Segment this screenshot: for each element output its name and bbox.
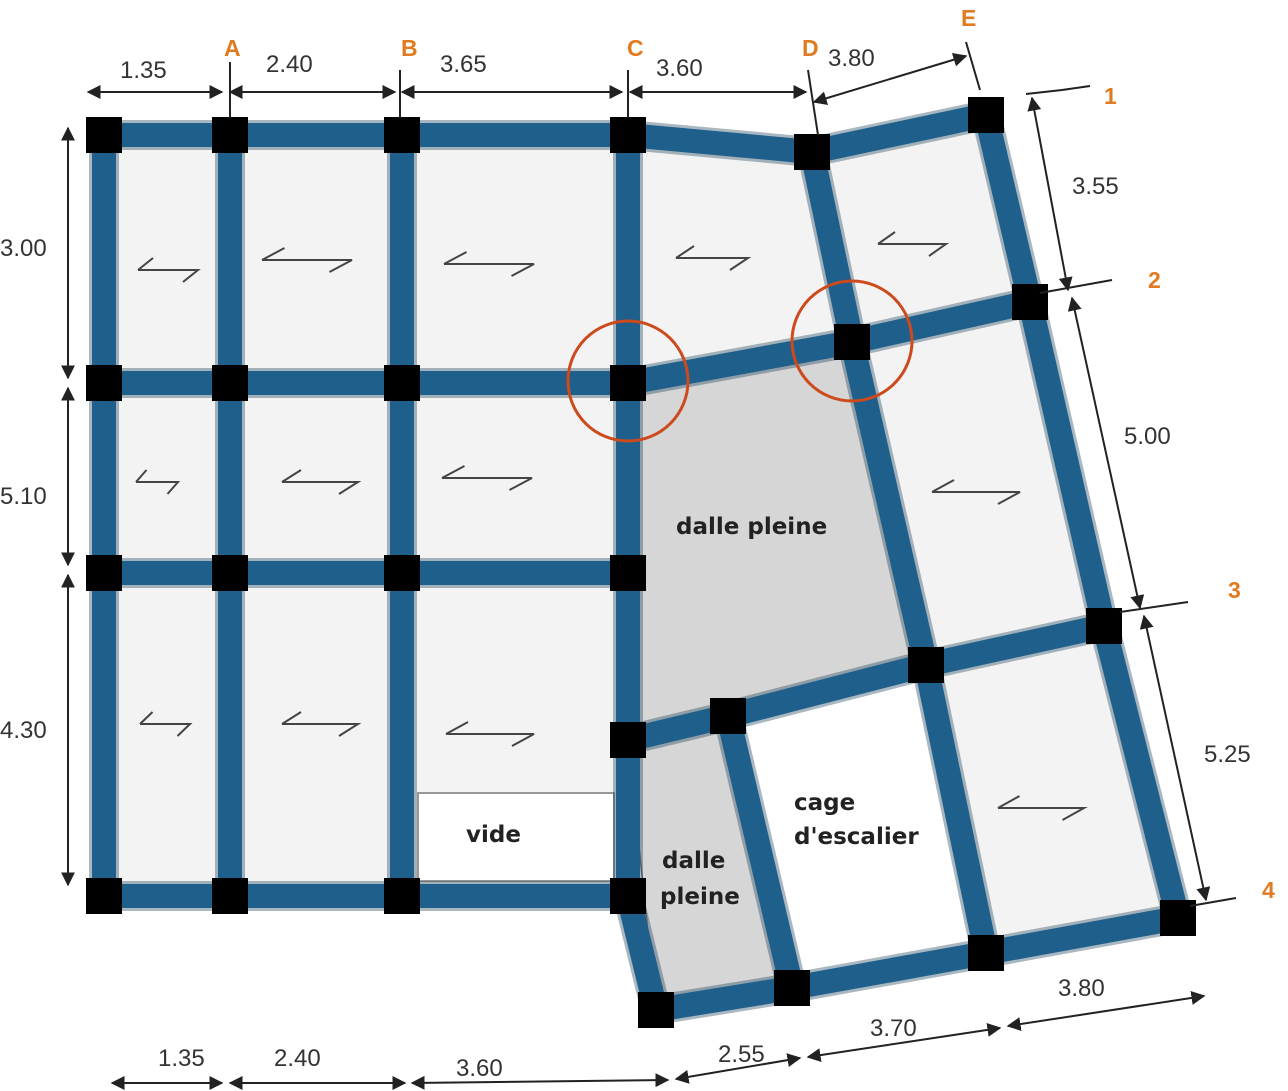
column [86,365,122,401]
highlight-circle-C2 [566,319,690,443]
beam [849,290,1033,354]
beam [716,713,804,991]
beams [89,100,1193,1025]
column [384,878,420,914]
beam [725,653,929,728]
column [86,117,122,153]
column [610,117,646,153]
label-solid-slab-small-line2: pleine [660,884,740,910]
dim-top-4: 3.60 [656,55,703,82]
column [968,935,1004,971]
column [610,555,646,591]
beam [625,330,855,395]
void-area [417,792,615,882]
beam [789,941,989,1000]
column [212,117,248,153]
axis-label-3: 3 [1228,577,1241,603]
axis-label-1: 1 [1104,83,1117,109]
span-direction-mark [281,711,362,737]
column [384,555,420,591]
dim-left-3: 4.30 [0,717,47,744]
column [610,722,646,758]
dim-right-1: 3.55 [1072,173,1119,200]
axis-label-B: B [401,35,418,61]
column [212,365,248,401]
column [610,365,646,401]
dim-left-2: 5.10 [0,483,47,510]
span-direction-mark [443,251,535,277]
column [908,647,944,683]
dim-right-3: 5.25 [1204,741,1251,768]
dim-bottom-1: 1.35 [158,1045,205,1072]
beam [626,123,814,164]
column [384,365,420,401]
highlight-circle-D2 [790,279,914,403]
beam [840,339,938,668]
column [212,878,248,914]
span-direction-mark [139,711,193,737]
dim-bottom-2: 2.40 [274,1045,321,1072]
label-stair-line2: d'escalier [794,824,919,850]
beam [654,976,794,1022]
span-direction-mark [931,479,1021,505]
beam [809,103,989,164]
column [794,134,830,170]
axis-label-4: 4 [1262,877,1275,903]
span-direction-mark [877,231,950,257]
column [86,555,122,591]
axis-label-2: 2 [1148,267,1161,293]
label-void: vide [466,822,521,848]
axis-label-A: A [224,35,241,61]
axis-label-C: C [627,35,644,61]
axis-label-D: D [802,35,819,61]
span-direction-marks [135,231,1088,821]
beam [974,112,1042,305]
column [384,117,420,153]
span-direction-mark [261,247,353,273]
column [212,555,248,591]
beam [616,893,668,1013]
span-direction-mark [445,721,535,747]
dim-bottom-6: 3.80 [1058,975,1105,1002]
columns [86,97,1196,1028]
axis-labels: A B C D E 1 2 3 4 [224,5,1275,903]
column [774,970,810,1006]
dim-left-1: 3.00 [0,235,47,262]
beam [923,614,1107,677]
label-solid-slab-main: dalle pleine [676,514,827,540]
beam [914,662,998,956]
dim-bottom-3: 3.60 [456,1055,503,1082]
column [834,324,870,360]
span-direction-mark [135,469,181,495]
label-solid-slab-small-line1: dalle [662,848,725,874]
dim-bottom-5: 3.70 [870,1015,917,1042]
column [638,992,674,1028]
dim-top-5: 3.80 [828,45,875,72]
column [710,698,746,734]
span-direction-mark [281,469,362,495]
span-direction-mark [997,795,1088,821]
column [1012,284,1048,320]
span-direction-mark [137,257,201,283]
beam [983,906,1181,965]
column [1086,608,1122,644]
dimension-lines [61,41,1237,1090]
dim-right-2: 5.00 [1124,423,1171,450]
column [968,97,1004,133]
beam [800,149,864,345]
dim-top-3: 3.65 [440,51,487,78]
dim-bottom-4: 2.55 [718,1041,765,1068]
label-stair-line1: cage [794,790,855,816]
span-direction-mark [675,245,752,271]
column [86,878,122,914]
column [610,878,646,914]
span-direction-mark [441,465,533,491]
axis-label-E: E [961,5,976,31]
dim-top-1: 1.35 [120,57,167,84]
dim-top-2: 2.40 [266,51,313,78]
slab-left-block [103,134,629,897]
highlight-circles [566,279,914,443]
